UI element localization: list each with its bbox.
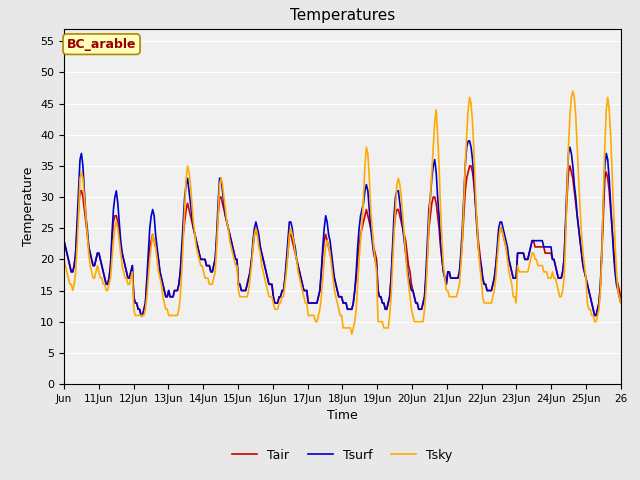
Tsurf (79, 163, 87, 169)
Tair (616, 288, 623, 293)
Tsurf (348, 306, 356, 312)
Tsky (60, 256, 68, 262)
X-axis label: Time: Time (327, 409, 358, 422)
Tair (348, 306, 356, 312)
Tsky (97, 275, 104, 281)
Title: Temperatures: Temperatures (290, 9, 395, 24)
Tsurf (543, 244, 550, 250)
Line: Tsurf: Tsurf (64, 141, 621, 315)
Legend: Tair, Tsurf, Tsky: Tair, Tsurf, Tsky (227, 444, 458, 467)
Y-axis label: Temperature: Temperature (22, 167, 35, 246)
Tsky (348, 331, 356, 337)
Tsky (569, 88, 577, 94)
Tsky (616, 294, 623, 300)
Line: Tsky: Tsky (64, 91, 621, 334)
Text: BC_arable: BC_arable (67, 37, 136, 51)
Tair (137, 312, 145, 318)
Tsky (346, 325, 354, 331)
Tsky (458, 238, 466, 243)
Tsurf (60, 238, 68, 243)
Tair (617, 294, 625, 300)
Tair (79, 194, 87, 200)
Tsky (617, 300, 625, 306)
Tair (543, 250, 550, 256)
Tsurf (137, 312, 145, 318)
Tair (97, 256, 104, 262)
Tsurf (458, 225, 466, 231)
Tair (466, 163, 474, 169)
Tsurf (616, 294, 623, 300)
Line: Tair: Tair (64, 166, 621, 315)
Tsurf (97, 256, 104, 262)
Tair (458, 238, 466, 243)
Tsurf (464, 138, 472, 144)
Tsky (79, 176, 87, 181)
Tsky (541, 269, 549, 275)
Tair (60, 238, 68, 243)
Tsurf (617, 300, 625, 306)
